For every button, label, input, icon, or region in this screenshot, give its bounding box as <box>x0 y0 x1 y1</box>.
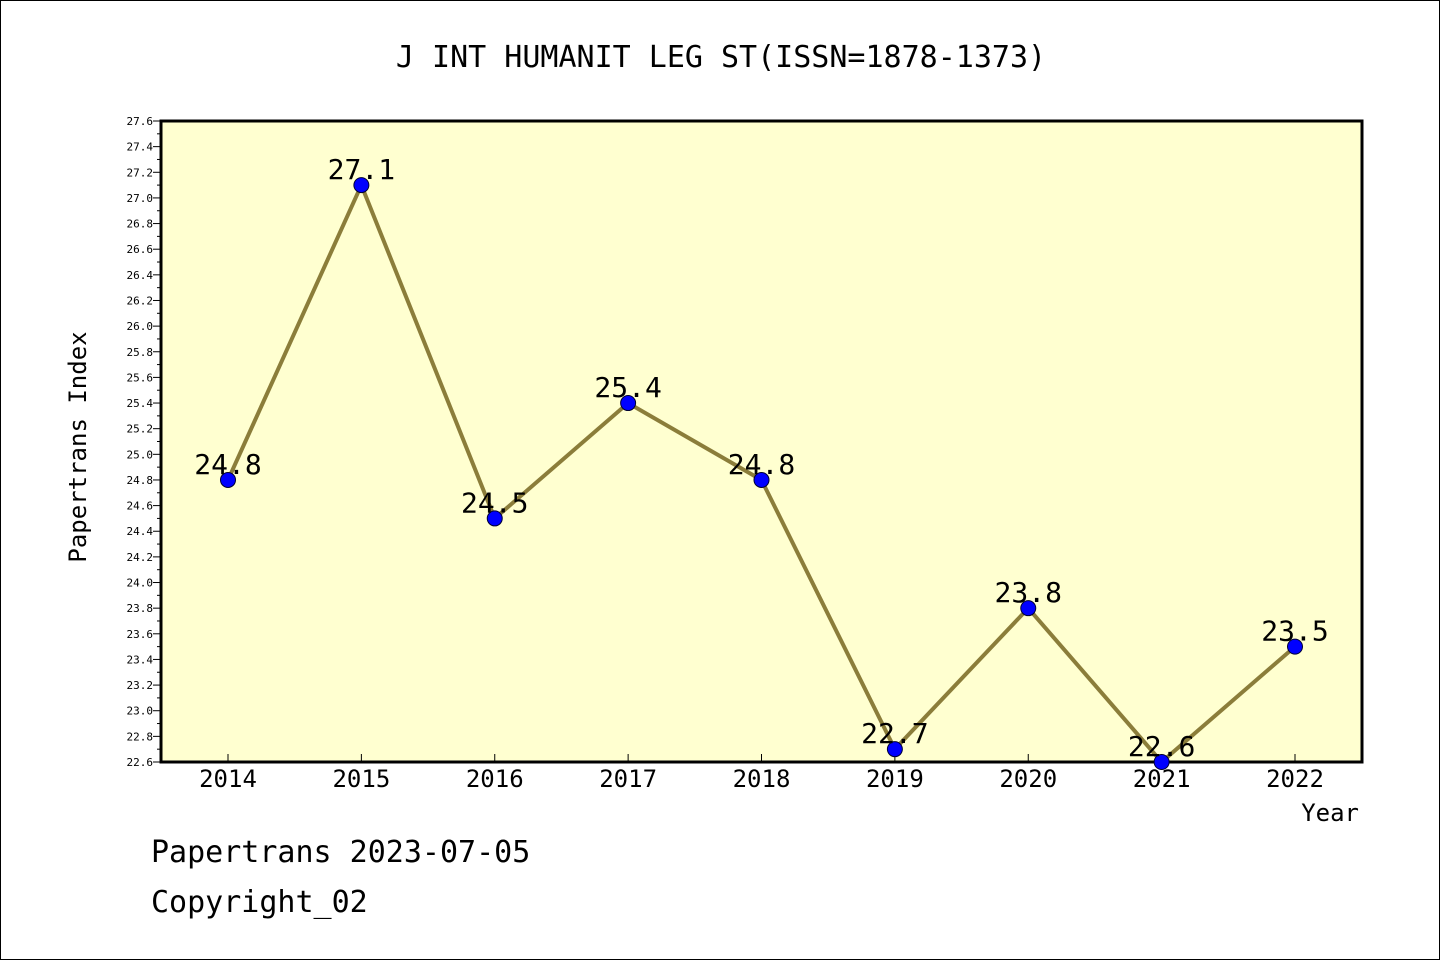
x-tick-label: 2015 <box>332 765 390 793</box>
y-tick-label: 24.8 <box>127 474 154 487</box>
x-axis: 2014 2015 2016 2017 2018 2019 2020 2021 2022 <box>199 754 1324 793</box>
data-label: 22.7 <box>861 717 928 750</box>
y-tick-label: 27.6 <box>127 115 154 128</box>
y-tick-label: 26.0 <box>127 320 154 333</box>
y-tick-label: 25.0 <box>127 448 154 461</box>
x-tick-label: 2019 <box>866 765 924 793</box>
y-tick-label: 25.8 <box>127 346 154 359</box>
y-axis: 22.6 22.8 23.0 23.2 23.4 23.6 23.8 24.0 24.2 24.4… <box>127 115 161 769</box>
data-point <box>220 471 236 488</box>
data-label: 27.1 <box>328 153 395 186</box>
data-point <box>1287 638 1303 655</box>
x-tick-label: 2017 <box>599 765 657 793</box>
x-tick-label: 2016 <box>466 765 524 793</box>
y-tick-label: 27.0 <box>127 192 154 205</box>
y-tick-label: 26.8 <box>127 218 154 231</box>
y-tick-label: 27.4 <box>127 141 154 154</box>
x-tick-label: 2022 <box>1266 765 1324 793</box>
data-series: 24.8 27.1 24.5 25.4 24.8 22.7 23.8 22.6 23.5 <box>194 153 1329 770</box>
y-tick-label: 22.6 <box>127 756 154 769</box>
y-tick-label: 24.6 <box>127 500 154 513</box>
y-tick-label: 23.0 <box>127 705 154 718</box>
y-tick-label: 26.4 <box>127 269 154 282</box>
x-tick-label: 2018 <box>733 765 791 793</box>
y-tick-label: 26.2 <box>127 294 154 307</box>
footer-copyright-text: Copyright_02 <box>151 885 368 920</box>
data-label: 24.8 <box>194 448 261 481</box>
data-label: 22.6 <box>1128 730 1195 763</box>
footer-date-text: Papertrans 2023-07-05 <box>151 835 531 870</box>
data-point <box>753 471 770 488</box>
x-tick-label: 2020 <box>999 765 1057 793</box>
x-axis-title: Year <box>1301 799 1359 827</box>
data-point <box>486 510 503 527</box>
data-point <box>1020 600 1037 617</box>
y-axis-title: Papertrans Index <box>64 331 92 562</box>
plot-area <box>159 119 1364 764</box>
data-point <box>620 395 637 412</box>
y-tick-label: 22.8 <box>127 730 154 743</box>
data-point <box>886 741 903 758</box>
y-tick-label: 23.8 <box>127 602 154 615</box>
data-point <box>353 177 370 194</box>
data-label: 25.4 <box>594 371 661 404</box>
chart-title: J INT HUMANIT LEG ST(ISSN=1878-1373) <box>396 40 1046 75</box>
y-tick-label: 24.2 <box>127 551 154 564</box>
y-tick-label: 23.2 <box>127 679 154 692</box>
y-tick-label: 27.2 <box>127 166 154 179</box>
y-tick-label: 26.6 <box>127 243 154 256</box>
y-tick-label: 25.4 <box>127 397 154 410</box>
y-tick-label: 23.4 <box>127 653 154 666</box>
y-tick-label: 23.6 <box>127 628 154 641</box>
y-tick-label: 24.0 <box>127 577 154 590</box>
y-tick-label: 25.2 <box>127 423 154 436</box>
data-label: 24.5 <box>461 486 528 519</box>
y-tick-label: 24.4 <box>127 525 154 538</box>
x-tick-label: 2014 <box>199 765 257 793</box>
data-point <box>1153 754 1170 770</box>
data-label: 23.5 <box>1261 615 1328 648</box>
y-tick-label: 25.6 <box>127 371 154 384</box>
data-label: 24.8 <box>728 448 795 481</box>
data-label: 23.8 <box>995 576 1062 609</box>
